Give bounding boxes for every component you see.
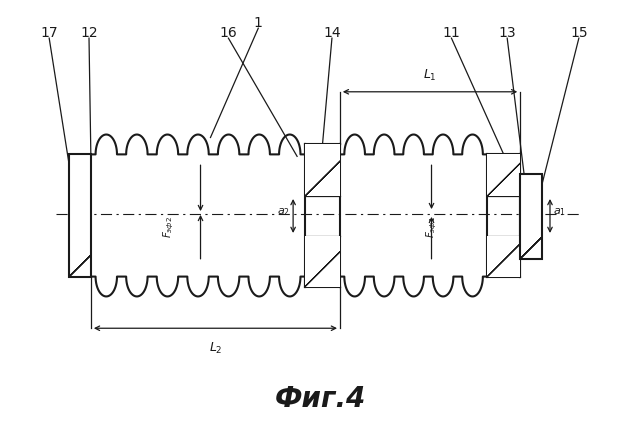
Text: 1: 1 [254, 16, 262, 30]
Text: $F_{эф1}$: $F_{эф1}$ [424, 215, 438, 237]
Text: $L_2$: $L_2$ [209, 340, 222, 355]
Text: 11: 11 [442, 26, 460, 40]
Text: Фиг.4: Фиг.4 [275, 384, 365, 412]
Text: 14: 14 [323, 26, 340, 40]
Text: 16: 16 [220, 26, 237, 40]
Bar [305, 236, 340, 287]
Text: 15: 15 [570, 26, 588, 40]
Text: 17: 17 [40, 26, 58, 40]
Text: $a_1$: $a_1$ [553, 206, 566, 217]
Bar [520, 175, 542, 259]
Bar [487, 155, 520, 197]
Text: $a_2$: $a_2$ [277, 206, 290, 217]
Bar [69, 155, 91, 277]
Text: $L_1$: $L_1$ [423, 68, 437, 83]
Text: $F_{эф2}$: $F_{эф2}$ [161, 216, 176, 237]
Bar [487, 236, 520, 277]
Bar [305, 145, 340, 197]
Text: 12: 12 [80, 26, 98, 40]
Text: 13: 13 [499, 26, 516, 40]
